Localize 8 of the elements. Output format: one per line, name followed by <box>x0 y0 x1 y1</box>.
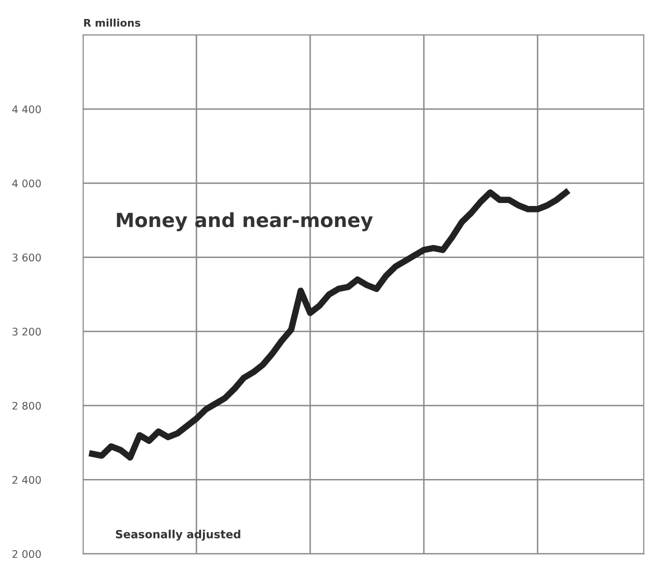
y-tick-label: 4 000 <box>12 179 41 188</box>
y-tick-label: 2 000 <box>12 550 41 558</box>
y-tick-label: 2 400 <box>12 476 41 484</box>
y-tick-label: 2 800 <box>12 402 41 410</box>
y-tick-label: 3 600 <box>12 254 41 262</box>
y-tick-label: 3 200 <box>12 328 41 336</box>
y-axis-title: R millions <box>84 18 140 27</box>
y-tick-label: 4 400 <box>12 105 41 114</box>
